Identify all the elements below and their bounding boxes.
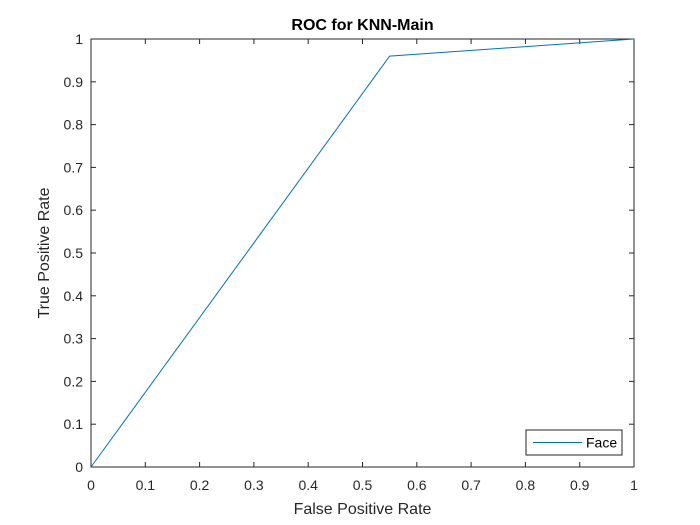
- x-tick-label: 0.6: [407, 477, 427, 493]
- x-tick-label: 0.3: [244, 477, 264, 493]
- x-tick-label: 0.1: [136, 477, 156, 493]
- x-tick-label: 0.8: [516, 477, 536, 493]
- y-tick-label: 1: [75, 31, 83, 47]
- y-tick-label: 0.1: [64, 416, 84, 432]
- x-axis-ticks: [90, 39, 635, 467]
- x-axis-tick-labels: 0 0.1 0.2 0.3 0.4 0.5 0.6 0.7 0.8 0.9 1: [87, 477, 638, 493]
- y-tick-label: 0.6: [64, 202, 84, 218]
- y-tick-label: 0.8: [64, 117, 84, 133]
- legend: Face: [525, 429, 623, 456]
- chart-title: ROC for KNN-Main: [291, 17, 433, 34]
- x-axis-label: False Positive Rate: [294, 501, 432, 518]
- y-tick-label: 0.4: [64, 288, 84, 304]
- y-tick-label: 0.2: [64, 373, 84, 389]
- y-tick-label: 0: [75, 459, 83, 475]
- y-axis-label: True Positive Rate: [36, 187, 53, 318]
- y-tick-label: 0.7: [64, 159, 84, 175]
- x-tick-label: 0: [87, 477, 95, 493]
- y-axis-tick-labels: 0 0.1 0.2 0.3 0.4 0.5 0.6 0.7 0.8 0.9 1: [64, 31, 84, 475]
- y-tick-label: 0.5: [64, 245, 84, 261]
- series-layer: [90, 38, 635, 468]
- y-tick-label: 0.9: [64, 74, 84, 90]
- legend-label: Face: [586, 435, 617, 451]
- x-tick-label: 0.9: [570, 477, 590, 493]
- plot-area: [90, 38, 635, 468]
- x-tick-label: 0.7: [461, 477, 481, 493]
- x-tick-label: 1: [630, 477, 638, 493]
- y-axis-ticks: [91, 38, 634, 468]
- x-tick-label: 0.5: [353, 477, 373, 493]
- series-line-face: [90, 38, 635, 468]
- x-tick-label: 0.4: [298, 477, 318, 493]
- x-tick-label: 0.2: [190, 477, 210, 493]
- y-tick-label: 0.3: [64, 331, 84, 347]
